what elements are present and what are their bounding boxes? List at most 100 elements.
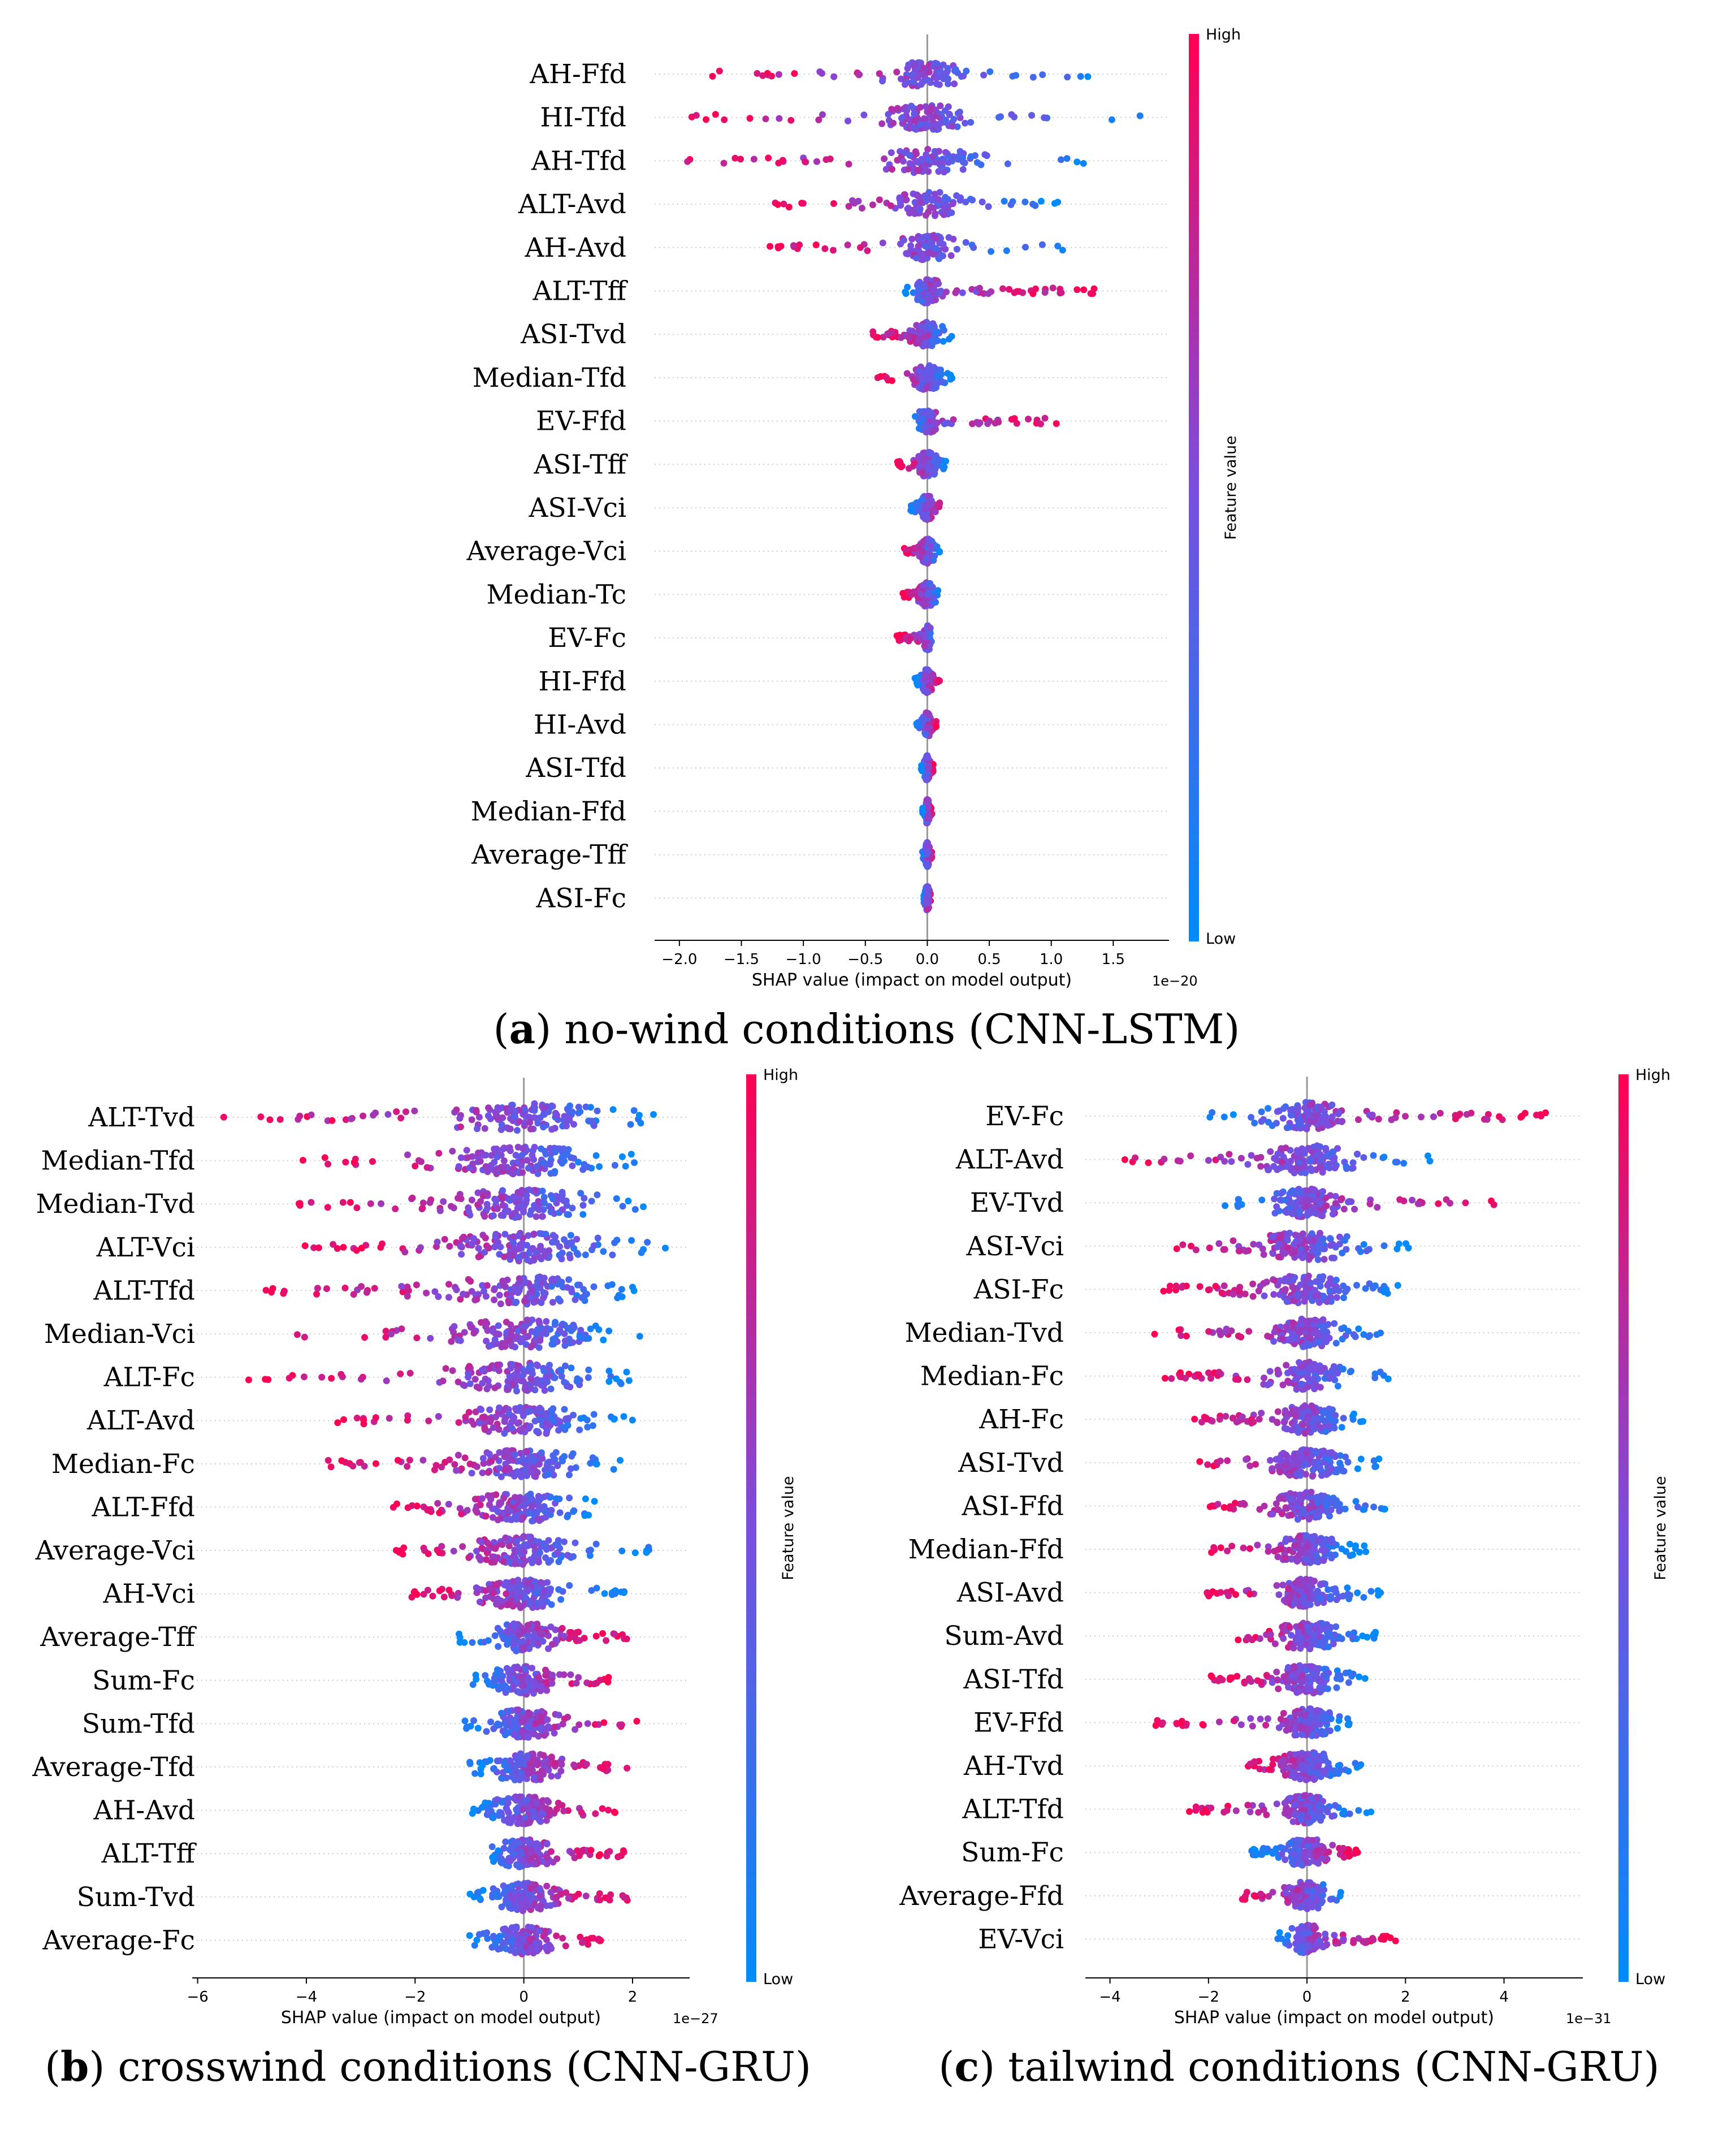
shap-point <box>518 1187 526 1194</box>
shap-point <box>536 1549 543 1557</box>
shap-point <box>538 1718 544 1725</box>
shap-point <box>929 116 936 123</box>
shap-point <box>941 107 949 114</box>
shap-point <box>516 1776 523 1783</box>
shap-point <box>829 247 837 254</box>
shap-point <box>493 1196 500 1204</box>
shap-point <box>555 1799 562 1807</box>
shap-point <box>510 1634 517 1641</box>
shap-point <box>379 1240 386 1247</box>
shap-point <box>308 1111 315 1118</box>
shap-point <box>791 70 798 77</box>
shap-point <box>922 601 929 608</box>
shap-point <box>532 1187 539 1194</box>
shap-point <box>986 68 994 75</box>
shap-point <box>1041 289 1049 296</box>
shap-point <box>386 1415 393 1422</box>
shap-point <box>904 79 911 86</box>
shap-point <box>643 1547 650 1554</box>
shap-point <box>552 1319 559 1326</box>
shap-point <box>508 1847 515 1855</box>
shap-point <box>328 1375 335 1382</box>
shap-point <box>911 460 918 467</box>
shap-point <box>916 408 923 415</box>
shap-point <box>927 450 934 457</box>
shap-point <box>435 1413 442 1420</box>
shap-point <box>506 1674 513 1682</box>
shap-point <box>881 155 888 162</box>
shap-point <box>956 109 963 116</box>
shap-point <box>869 331 877 339</box>
shap-point <box>856 71 863 78</box>
shap-point <box>945 159 952 166</box>
shap-point <box>487 1496 495 1503</box>
shap-point <box>497 1300 504 1307</box>
shap-point <box>908 591 915 598</box>
shap-point <box>493 1582 501 1589</box>
shap-point <box>1073 286 1081 293</box>
shap-point <box>510 1248 518 1256</box>
shap-point <box>1025 416 1032 423</box>
shap-point <box>925 811 932 819</box>
shap-point <box>469 1681 477 1688</box>
shap-point <box>596 1677 604 1684</box>
shap-point <box>369 1158 376 1165</box>
feature-label: ASI-Vci <box>529 492 626 524</box>
shap-point <box>921 243 929 249</box>
shap-point <box>485 1245 492 1252</box>
shap-point <box>785 204 793 211</box>
shap-point <box>522 1278 529 1286</box>
x-tick-label: 0.5 <box>977 951 1001 968</box>
shap-point <box>515 1407 522 1414</box>
shap-point <box>889 166 895 173</box>
shap-point <box>552 1233 559 1241</box>
shap-point <box>482 1513 490 1520</box>
shap-point <box>1108 116 1115 123</box>
shap-point <box>985 203 992 210</box>
shap-point <box>937 102 944 110</box>
shap-point <box>594 1234 601 1242</box>
shap-point <box>513 1515 520 1523</box>
shap-point <box>613 1375 620 1382</box>
shap-point <box>879 77 886 85</box>
shap-point <box>924 906 931 913</box>
shap-point <box>575 1159 582 1166</box>
shap-point <box>520 1533 527 1540</box>
shap-point <box>573 1235 581 1243</box>
shap-point <box>570 1121 577 1128</box>
shap-point <box>921 633 928 641</box>
shap-point <box>296 1202 304 1209</box>
shap-point <box>918 323 925 330</box>
shap-point <box>888 377 895 384</box>
shap-point <box>518 1162 525 1169</box>
shap-point <box>911 198 919 206</box>
shap-point <box>549 1195 556 1203</box>
shap-point <box>508 1169 516 1177</box>
shap-point <box>572 1296 579 1303</box>
shap-point <box>988 248 994 255</box>
shap-point <box>491 1159 498 1166</box>
shap-point <box>438 1543 445 1550</box>
shap-point <box>547 1557 555 1564</box>
shap-point <box>712 111 719 118</box>
feature-label: ASI-Fc <box>535 883 626 914</box>
shap-point <box>313 1290 321 1298</box>
shap-point <box>548 1507 555 1514</box>
shap-point <box>482 1318 489 1325</box>
shap-point <box>662 1245 669 1252</box>
shap-point <box>913 500 920 508</box>
shap-point <box>531 1730 538 1738</box>
shap-point <box>491 1674 498 1682</box>
shap-point <box>569 1162 576 1169</box>
shap-point <box>469 1240 475 1247</box>
shap-point <box>431 1466 438 1474</box>
shap-point <box>299 1157 306 1164</box>
shap-point <box>514 1820 521 1827</box>
shap-point <box>523 1192 530 1199</box>
shap-point <box>347 1199 354 1206</box>
shap-point <box>902 288 909 296</box>
shap-point <box>936 456 943 464</box>
shap-point <box>618 1547 626 1554</box>
shap-point <box>919 298 926 305</box>
